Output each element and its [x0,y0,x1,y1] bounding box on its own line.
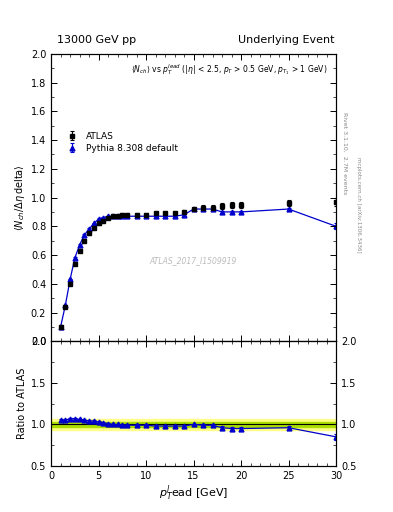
Text: Underlying Event: Underlying Event [238,35,335,45]
Text: mcplots.cern.ch [arXiv:1306.3436]: mcplots.cern.ch [arXiv:1306.3436] [356,157,361,252]
Y-axis label: $\langle N_{ch} / \Delta\eta\,$delta$\rangle$: $\langle N_{ch} / \Delta\eta\,$delta$\ra… [13,164,27,231]
Text: Rivet 3.1.10,  2.7M events: Rivet 3.1.10, 2.7M events [342,113,347,195]
Text: ATLAS_2017_I1509919: ATLAS_2017_I1509919 [150,257,237,265]
Text: $\langle N_{ch}\rangle$ vs $p_T^{lead}$ ($|\eta|$ < 2.5, $p_T$ > 0.5 GeV, $p_{T_: $\langle N_{ch}\rangle$ vs $p_T^{lead}$ … [131,62,327,77]
Text: 13000 GeV pp: 13000 GeV pp [57,35,136,45]
Y-axis label: Ratio to ATLAS: Ratio to ATLAS [17,368,27,439]
Legend: ATLAS, Pythia 8.308 default: ATLAS, Pythia 8.308 default [61,130,180,155]
X-axis label: $p_T^l$ead [GeV]: $p_T^l$ead [GeV] [159,483,228,503]
